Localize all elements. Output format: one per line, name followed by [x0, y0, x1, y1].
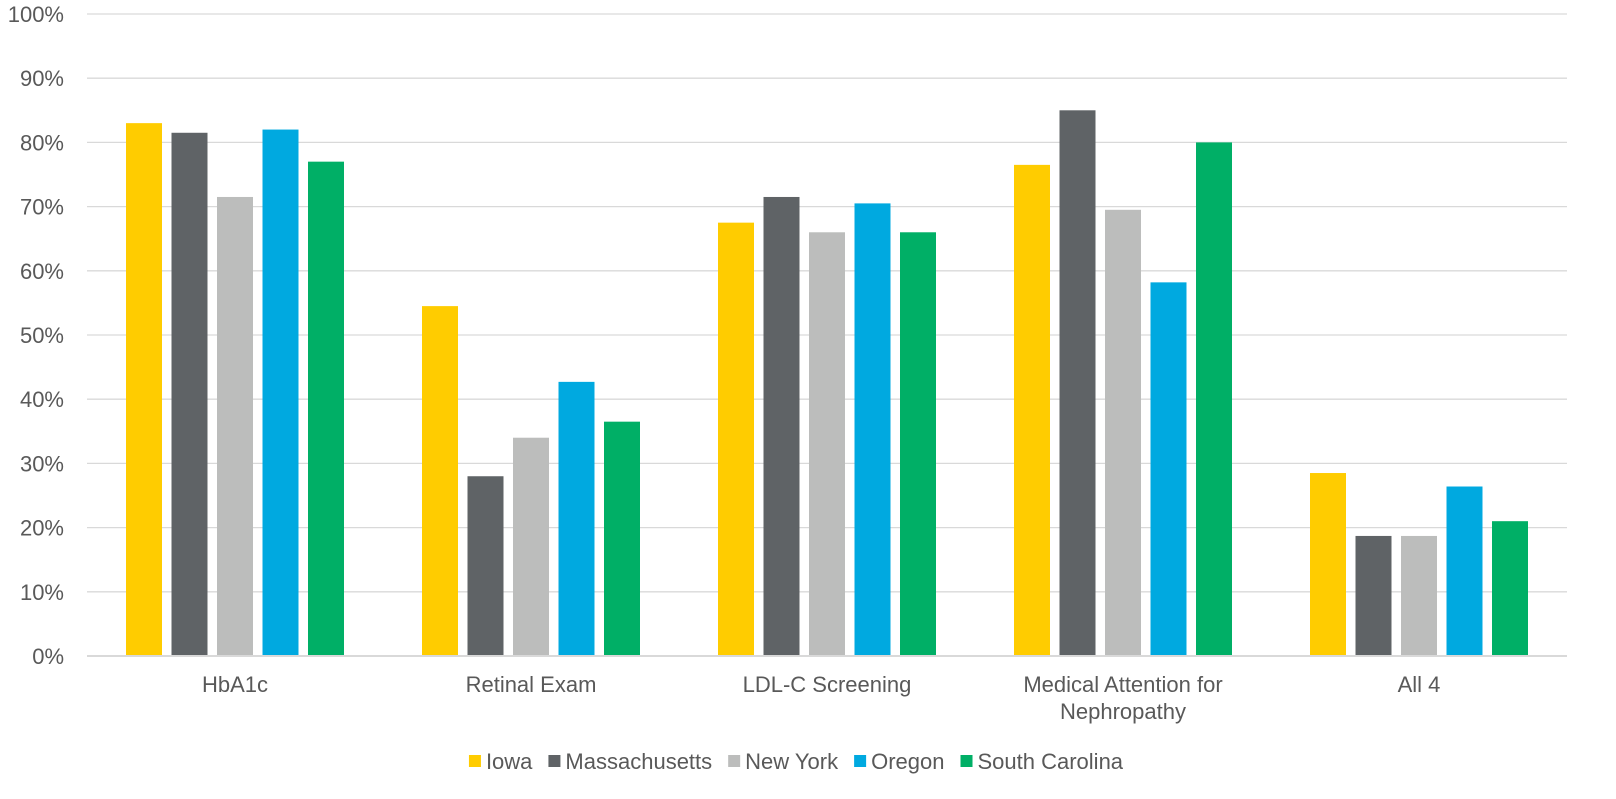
- bar: [854, 203, 891, 656]
- bar: [1310, 473, 1346, 656]
- legend-item: Massachusetts: [548, 749, 712, 774]
- x-category-label: HbA1c: [202, 672, 268, 697]
- bar: [1150, 282, 1187, 656]
- x-axis-categories: HbA1c Retinal Exam LDL-C Screening Medical …: [202, 672, 1440, 724]
- bar: [217, 196, 253, 656]
- y-tick-label: 90%: [20, 66, 64, 91]
- bar: [126, 123, 162, 656]
- bars: [126, 110, 1528, 657]
- bar: [1196, 142, 1232, 656]
- bar: [422, 306, 458, 656]
- y-tick-label: 80%: [20, 130, 64, 155]
- bar: [1401, 535, 1437, 656]
- y-axis-ticks: 0% 10% 20% 30% 40% 50% 60% 70% 80% 90% 100%: [8, 2, 64, 669]
- y-tick-label: 70%: [20, 195, 64, 220]
- y-tick-label: 30%: [20, 451, 64, 476]
- bar: [1014, 164, 1050, 656]
- bar: [604, 421, 640, 656]
- legend-label: South Carolina: [978, 749, 1124, 774]
- y-tick-label: 20%: [20, 516, 64, 541]
- legend-label: Oregon: [871, 749, 944, 774]
- legend-label: Iowa: [486, 749, 533, 774]
- legend-swatch: [854, 755, 867, 767]
- legend-item: New York: [728, 749, 839, 774]
- y-tick-label: 40%: [20, 387, 64, 412]
- y-tick-label: 50%: [20, 323, 64, 348]
- legend-item: South Carolina: [960, 749, 1124, 774]
- bar: [1059, 110, 1096, 657]
- bar: [809, 232, 845, 656]
- bar: [171, 132, 208, 656]
- legend-item: Oregon: [854, 749, 945, 774]
- bar: [558, 381, 595, 656]
- legend-label: Massachusetts: [565, 749, 712, 774]
- bar: [308, 161, 344, 656]
- legend-item: Iowa: [468, 749, 533, 774]
- x-category-label: LDL-C Screening: [743, 672, 912, 697]
- x-category-label: Retinal Exam: [466, 672, 597, 697]
- legend-swatch: [960, 755, 973, 767]
- bar: [900, 232, 936, 656]
- legend-label: New York: [745, 749, 839, 774]
- bar: [262, 129, 299, 656]
- bar: [513, 437, 549, 656]
- x-category-label: All 4: [1398, 672, 1441, 697]
- y-tick-label: 10%: [20, 580, 64, 605]
- legend-swatch: [548, 755, 561, 767]
- legend-swatch: [468, 755, 481, 767]
- x-category-label: Medical Attention for: [1023, 672, 1222, 697]
- bar: [763, 196, 800, 656]
- y-tick-label: 100%: [8, 2, 64, 27]
- y-tick-label: 0%: [32, 644, 64, 669]
- bar: [467, 476, 504, 656]
- y-tick-label: 60%: [20, 259, 64, 284]
- bar: [1355, 535, 1392, 656]
- bar: [1492, 521, 1528, 656]
- bar: [1105, 209, 1141, 656]
- bar: [1446, 486, 1483, 656]
- x-category-label: Nephropathy: [1060, 699, 1186, 724]
- bar: [718, 222, 754, 656]
- legend-swatch: [728, 755, 741, 767]
- legend: Iowa Massachusetts New York Oregon South Car…: [468, 749, 1124, 774]
